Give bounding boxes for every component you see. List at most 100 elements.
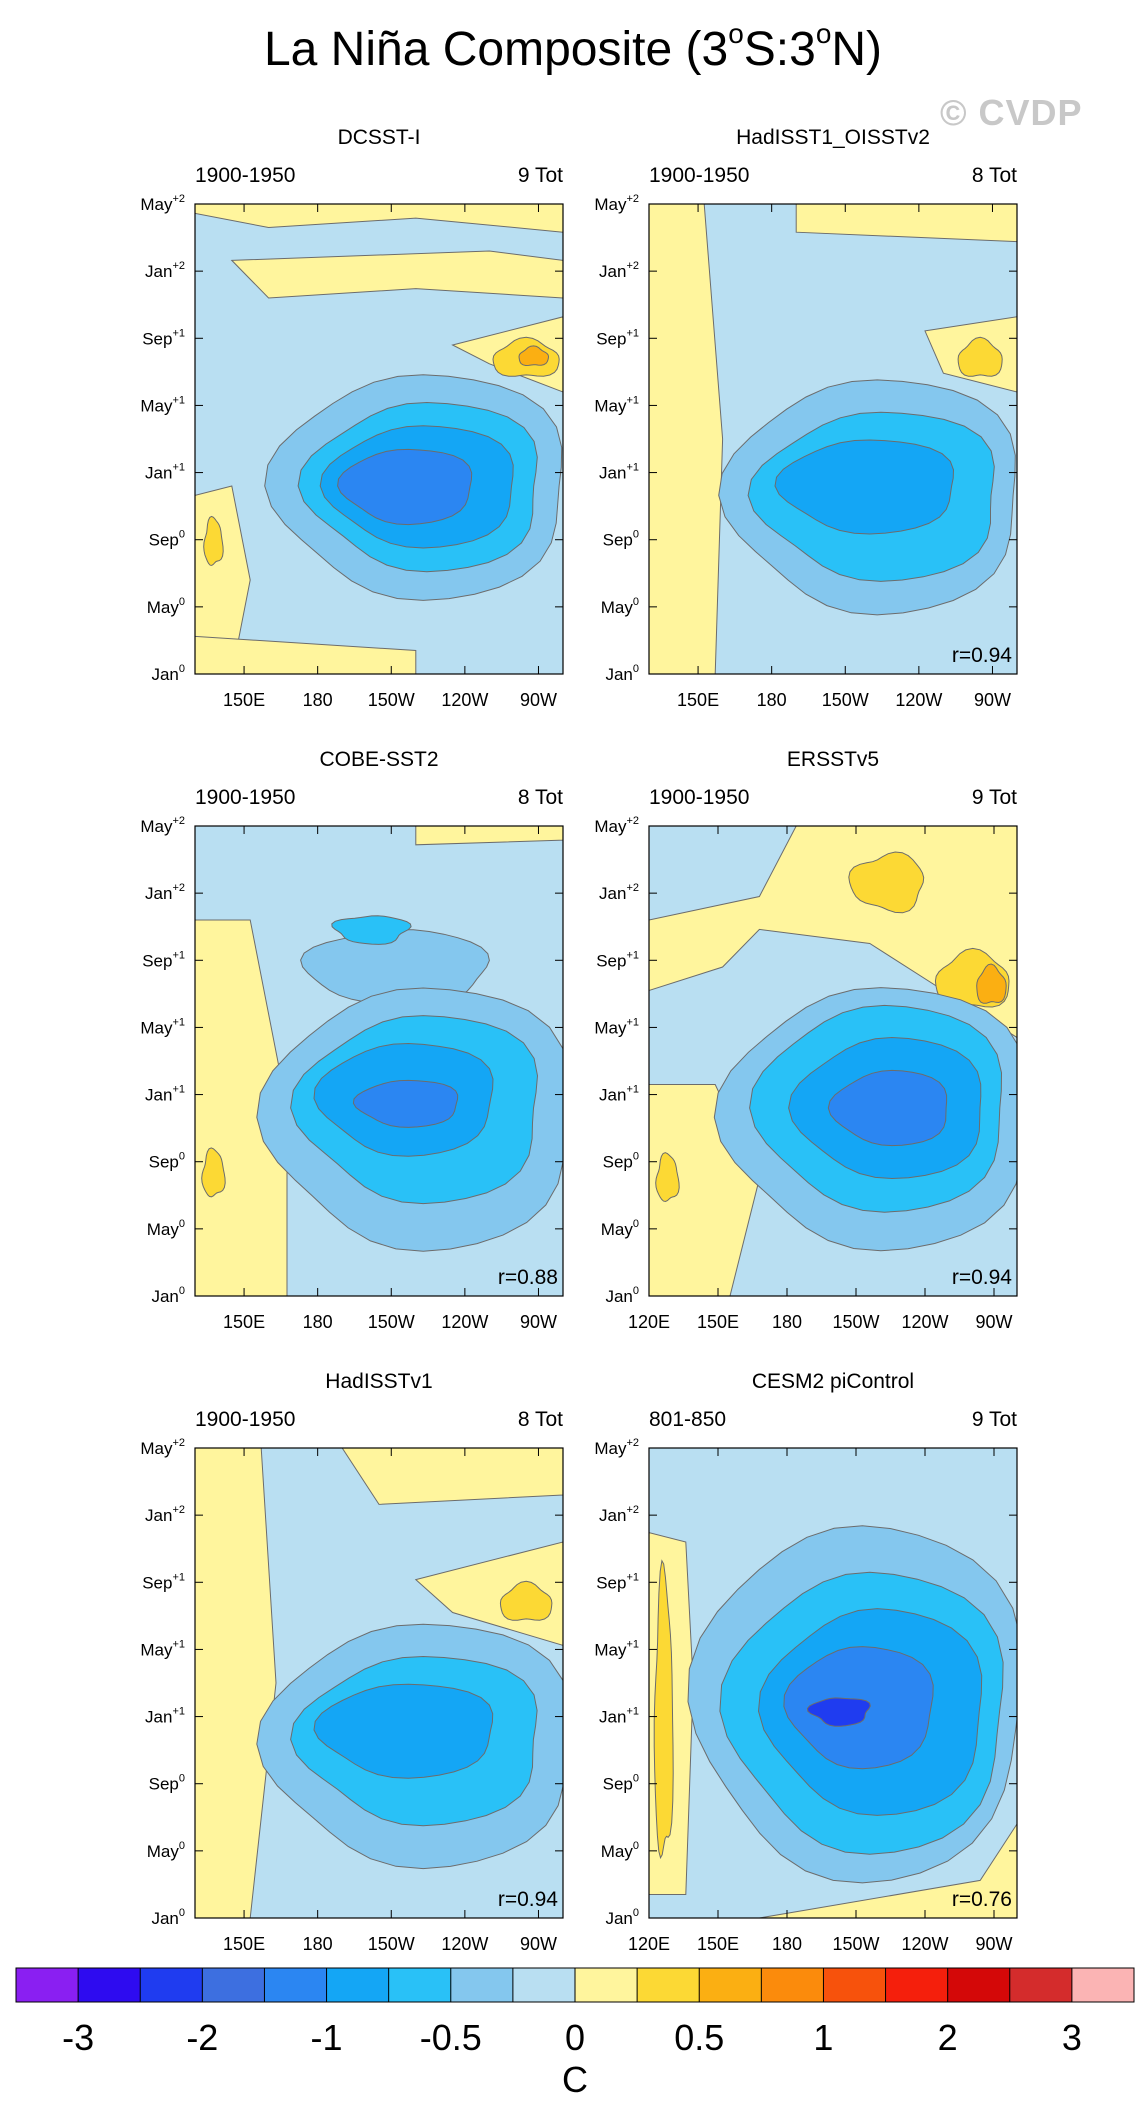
x-tick-label: 90W: [520, 690, 557, 710]
panel-title: DCSST-I: [338, 126, 421, 149]
panel-2: HadISST1_OISSTv2 1900-1950 8 Tot r=0.94 Jan0…: [594, 126, 1018, 710]
contour-region: [331, 915, 412, 945]
y-tick-label: Jan0: [605, 1907, 639, 1928]
x-tick-label: 120W: [441, 1312, 488, 1332]
contour-region: [806, 1697, 871, 1727]
panel-period: 1900-1950: [195, 1408, 295, 1431]
x-tick-label: 180: [772, 1312, 802, 1332]
y-tick-label: Sep+1: [596, 1571, 639, 1592]
y-tick-label: May0: [147, 596, 185, 617]
panel-correlation: r=0.94: [498, 1888, 558, 1911]
panel-frame: [194, 1447, 564, 1919]
x-tick-label: 150E: [697, 1312, 739, 1332]
y-tick-label: Sep0: [603, 529, 639, 550]
panel-count: 9 Tot: [518, 164, 563, 187]
panel-field: [649, 204, 1017, 674]
x-tick-label: 120W: [895, 690, 942, 710]
y-tick-label: Jan+1: [145, 1084, 185, 1105]
panel-count: 8 Tot: [972, 164, 1017, 187]
colorbar-swatch: [78, 1968, 141, 2002]
x-tick-label: 120W: [901, 1312, 948, 1332]
cvdp-watermark: © CVDP: [940, 92, 1083, 133]
y-tick-label: Jan+1: [145, 462, 185, 483]
y-tick-label: Jan0: [151, 1285, 185, 1306]
colorbar-swatch: [140, 1968, 203, 2002]
y-tick-label: May0: [601, 1218, 639, 1239]
colorbar-label: 0: [565, 2017, 585, 2058]
x-tick-label: 90W: [520, 1934, 557, 1954]
y-tick-label: Sep0: [149, 1773, 185, 1794]
contour-region: [313, 1683, 494, 1779]
contour-region: [848, 851, 925, 914]
panel-frame: [194, 825, 564, 1297]
contour-region: [649, 204, 724, 674]
panel-title: CESM2 piControl: [752, 1370, 914, 1393]
colorbar-swatch: [16, 1968, 79, 2002]
y-tick-label: Jan0: [151, 663, 185, 684]
x-tick-label: 150W: [832, 1312, 879, 1332]
contour-region: [649, 826, 1017, 1039]
y-tick-label: Jan0: [605, 663, 639, 684]
panel-correlation: r=0.94: [952, 644, 1012, 667]
contour-region: [759, 1823, 1017, 1918]
y-tick-label: Sep+1: [142, 949, 185, 970]
colorbar-swatch: [575, 1968, 638, 2002]
contour-region: [195, 635, 417, 674]
x-tick-label: 150W: [368, 1934, 415, 1954]
contour-region: [352, 1079, 459, 1128]
colorbar-label: 0.5: [674, 2017, 724, 2058]
colorbar-swatch: [326, 1968, 390, 2002]
y-tick-label: May+1: [140, 1016, 185, 1037]
x-tick-label: 150E: [697, 1934, 739, 1954]
panel-field: [195, 826, 563, 1296]
panel-frame: [648, 1447, 1018, 1919]
panel-frame: [194, 203, 564, 675]
y-tick-label: Jan0: [605, 1285, 639, 1306]
y-tick-label: Sep+1: [596, 949, 639, 970]
contour-region: [827, 1069, 948, 1147]
colorbar-label: -3: [62, 2017, 94, 2058]
panel-period: 1900-1950: [195, 786, 295, 809]
y-tick-label: May+2: [140, 815, 185, 836]
panel-3: COBE-SST2 1900-1950 8 Tot r=0.88 Jan0 May0 Sep…: [140, 748, 564, 1332]
x-tick-label: 120W: [441, 1934, 488, 1954]
panel-count: 8 Tot: [518, 1408, 563, 1431]
x-tick-label: 120E: [628, 1312, 670, 1332]
panel-4: ERSSTv5 1900-1950 9 Tot r=0.94 Jan0 May0 Sep0 J…: [594, 748, 1018, 1332]
panel-6: CESM2 piControl 801-850 9 Tot r=0.76 Jan0 May…: [594, 1370, 1018, 1954]
panel-correlation: r=0.76: [952, 1888, 1012, 1911]
x-tick-label: 180: [303, 1312, 333, 1332]
colorbar-label: 1: [813, 2017, 833, 2058]
y-tick-label: May+1: [140, 1638, 185, 1659]
x-tick-label: 90W: [975, 1934, 1012, 1954]
x-tick-label: 90W: [520, 1312, 557, 1332]
panel-title: COBE-SST2: [319, 748, 438, 771]
y-tick-label: May0: [147, 1218, 185, 1239]
colorbar-unit: C: [562, 2059, 588, 2100]
panel-1: DCSST-I 1900-1950 9 Tot Jan0 May0 Sep0 Jan+1 Ma…: [140, 126, 564, 710]
panel-frame: [648, 825, 1018, 1297]
y-tick-label: Jan+1: [599, 462, 639, 483]
panel-title: ERSSTv5: [787, 748, 879, 771]
panel-correlation: r=0.88: [498, 1266, 558, 1289]
figure-title: La Niña Composite (3oS:3oN): [263, 18, 883, 77]
contour-region: [653, 1559, 674, 1860]
contour-region: [415, 826, 563, 846]
x-tick-label: 180: [303, 1934, 333, 1954]
panel-title: HadISST1_OISSTv2: [736, 126, 930, 149]
y-tick-label: Sep0: [603, 1151, 639, 1172]
colorbar-label: 2: [938, 2017, 958, 2058]
contour-region: [195, 1448, 277, 1918]
x-tick-label: 90W: [974, 690, 1011, 710]
y-tick-label: May+2: [140, 193, 185, 214]
contour-region: [795, 204, 1017, 243]
y-tick-label: Jan+2: [599, 260, 639, 281]
y-tick-label: Sep+1: [142, 327, 185, 348]
panel-title: HadISSTv1: [325, 1370, 432, 1393]
panel-correlation: r=0.94: [952, 1266, 1012, 1289]
x-tick-label: 150W: [822, 690, 869, 710]
colorbar-swatch: [264, 1968, 328, 2002]
colorbar-label: 3: [1062, 2017, 1082, 2058]
colorbar-swatch: [699, 1968, 762, 2002]
